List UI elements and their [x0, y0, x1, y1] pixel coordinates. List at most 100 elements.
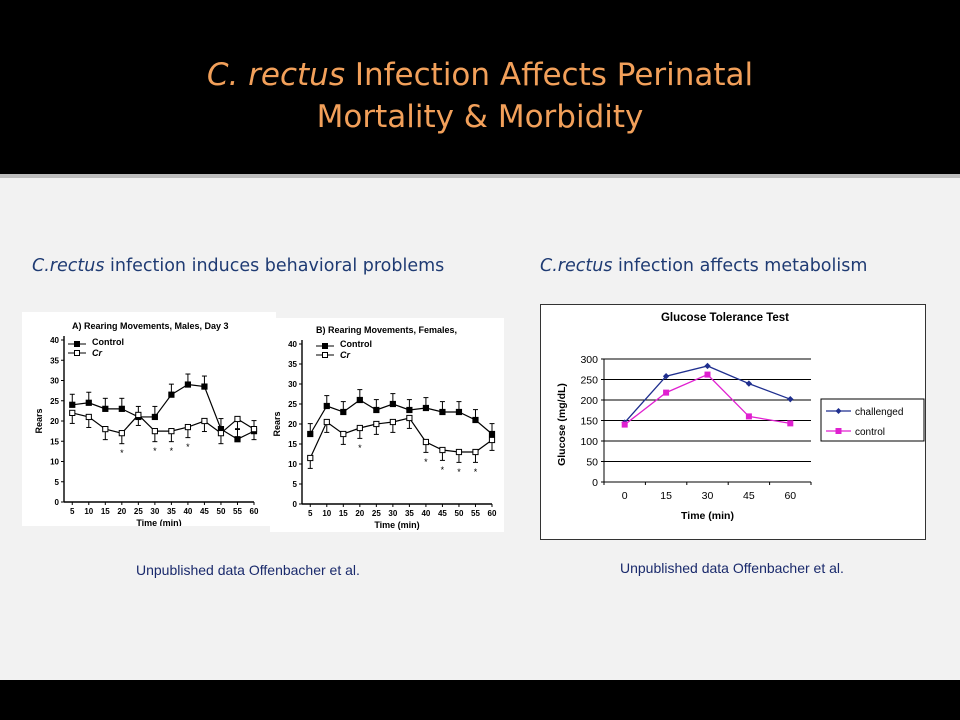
data-point: [168, 391, 175, 398]
data-point: [488, 436, 496, 444]
x-tick-label: 25: [134, 507, 143, 516]
data-point: [356, 424, 363, 432]
legend-marker: [322, 343, 328, 349]
legend-marker: [835, 428, 842, 434]
data-point: [389, 400, 396, 408]
glucose-chart-panel: Glucose Tolerance Test 0 50 100 150 200 250 300…: [540, 304, 926, 540]
y-tick-label: 300: [580, 354, 598, 366]
chart-title: A) Rearing Movements, Males, Day 3: [72, 321, 229, 331]
data-point: [323, 418, 330, 426]
left-heading-italic: C.rectus: [32, 256, 105, 276]
title-divider: [0, 174, 960, 178]
data-point: [118, 430, 125, 437]
y-tick-label: 50: [586, 457, 598, 469]
title-italic: C. rectus: [206, 57, 345, 93]
x-tick-label: 30: [388, 509, 397, 518]
data-point: [151, 428, 158, 435]
right-heading-italic: C.rectus: [540, 256, 613, 276]
y-tick-label: 15: [50, 437, 59, 446]
x-axis-label: Time (min): [136, 518, 181, 526]
data-point: [184, 423, 192, 431]
x-tick-label: 35: [405, 509, 414, 518]
significance-star: *: [424, 457, 428, 467]
x-tick-label: 20: [117, 507, 126, 516]
y-axis-label: Rears: [272, 411, 282, 436]
data-point: [373, 406, 380, 414]
title-line-2: Mortality & Morbidity: [316, 99, 644, 135]
significance-star: *: [120, 448, 124, 458]
y-tick-label: 25: [50, 397, 59, 406]
significance-star: *: [358, 443, 362, 453]
data-point: [234, 436, 241, 443]
data-point: [455, 448, 463, 456]
legend-label: Cr: [92, 348, 102, 358]
data-point: [472, 416, 479, 424]
x-tick-label: 10: [84, 507, 93, 516]
x-axis-label: Time (min): [681, 510, 734, 522]
data-point: [663, 389, 670, 396]
x-tick-label: 20: [355, 509, 364, 518]
x-tick-label: 30: [150, 507, 159, 516]
x-tick-label: 45: [438, 509, 447, 518]
data-point: [373, 420, 380, 428]
y-tick-label: 10: [50, 458, 59, 467]
y-tick-label: 30: [288, 380, 297, 389]
series-line-cr: [309, 417, 493, 459]
data-point: [340, 408, 347, 416]
chart-a: 0 5 10 15 20 25 30 35 40 5 10 15 20 25 30 35 40 45 50 55 60 T…: [34, 321, 259, 528]
legend-marker: [74, 350, 80, 356]
right-heading: C.rectus infection affects metabolism: [540, 256, 867, 276]
series-line-cr: [72, 412, 255, 434]
x-tick-label: 45: [743, 490, 755, 502]
chart-b-panel: 0 5 10 15 20 25 30 35 40 5 10 15 20 25 30 35 40 45 50 55 60 T…: [270, 318, 504, 532]
left-caption: Unpublished data Offenbacher et al.: [136, 562, 360, 578]
y-tick-label: 5: [293, 480, 298, 489]
glucose-chart: Glucose Tolerance Test050100150200250300…: [556, 312, 925, 522]
x-tick-label: 30: [702, 490, 714, 502]
footer-bar: [0, 680, 960, 720]
y-tick-label: 40: [50, 336, 59, 345]
chart-b: 0 5 10 15 20 25 30 35 40 5 10 15 20 25 30 35 40 45 50 55 60 T…: [272, 325, 497, 530]
data-point: [102, 405, 109, 412]
x-tick-label: 0: [622, 490, 628, 502]
significance-star: *: [153, 446, 157, 456]
y-tick-label: 15: [288, 440, 297, 449]
x-tick-label: 15: [339, 509, 348, 518]
legend-marker: [74, 341, 80, 347]
y-tick-label: 35: [288, 360, 297, 369]
left-heading-rest: infection induces behavioral problems: [104, 256, 445, 276]
x-tick-label: 55: [233, 507, 242, 516]
legend-label: control: [855, 427, 885, 438]
chart-title: B) Rearing Movements, Females,: [316, 325, 457, 335]
chart-title: Glucose Tolerance Test: [661, 312, 789, 324]
data-point: [201, 383, 208, 390]
data-point: [168, 428, 175, 435]
y-tick-label: 250: [580, 375, 598, 387]
y-axis-label: Glucose (mg/dL): [556, 383, 568, 466]
data-point: [621, 421, 628, 428]
y-tick-label: 5: [55, 478, 60, 487]
data-point: [488, 430, 496, 438]
data-point: [745, 380, 753, 387]
series-line-control: [309, 399, 493, 435]
data-point: [389, 418, 396, 426]
legend-label: Control: [340, 339, 372, 349]
data-point: [356, 396, 363, 404]
x-tick-label: 25: [372, 509, 381, 518]
y-tick-label: 200: [580, 395, 598, 407]
data-point: [85, 413, 92, 421]
slide-title: C. rectus Infection Affects Perinatal Mo…: [0, 54, 960, 138]
y-tick-label: 25: [288, 400, 297, 409]
x-tick-label: 10: [322, 509, 331, 518]
right-caption: Unpublished data Offenbacher et al.: [620, 560, 844, 576]
data-point: [69, 409, 76, 417]
data-point: [151, 413, 158, 421]
x-tick-label: 60: [250, 507, 259, 516]
data-point: [439, 408, 446, 416]
y-tick-label: 20: [50, 417, 59, 426]
y-tick-label: 20: [288, 420, 297, 429]
data-point: [455, 408, 463, 416]
data-point: [85, 399, 92, 406]
data-point: [201, 417, 208, 425]
x-tick-label: 45: [200, 507, 209, 516]
